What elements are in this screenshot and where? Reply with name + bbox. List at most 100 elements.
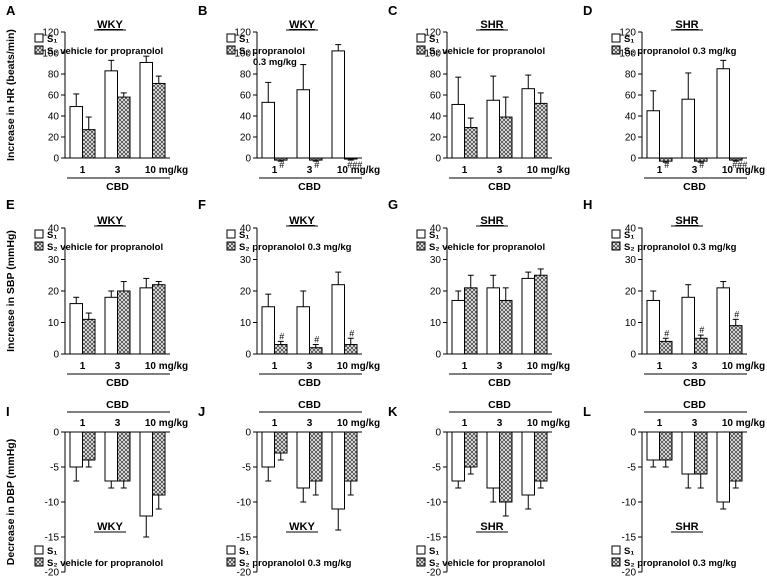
- bar-s2-propranolol-0-3-mg-kg-2: [694, 431, 708, 475]
- x-category-label: 10 mg/kg: [337, 361, 380, 372]
- panel-letter: E: [6, 197, 15, 212]
- bar-s2-vehicle-for-propranolol-3: [152, 284, 166, 355]
- bar-s1-3: [139, 431, 153, 517]
- strain-title: WKY: [97, 215, 123, 227]
- x-category-label: 1: [272, 418, 278, 429]
- legend-label: S₁: [624, 230, 634, 241]
- legend-label: S₁: [429, 546, 439, 557]
- y-tick-label: 40: [48, 112, 60, 123]
- strain-title: WKY: [97, 521, 123, 533]
- bar-s2-propranolol-0-3-mg-kg-3: [729, 325, 743, 355]
- y-axis-title: Increase in HR (beats/min): [5, 29, 17, 161]
- x-category-label: 10 mg/kg: [527, 361, 570, 372]
- significance-mark: #: [699, 160, 704, 170]
- x-category-label: 3: [497, 361, 503, 372]
- panel-letter: F: [198, 197, 206, 212]
- x-category-label: 10 mg/kg: [722, 361, 765, 372]
- x-category-label: 10 mg/kg: [337, 165, 380, 176]
- y-tick-label: 100: [424, 49, 441, 60]
- legend-label: S₂ vehicle for propranolol: [47, 46, 163, 57]
- significance-mark: #: [664, 160, 669, 170]
- y-tick-label: 10: [48, 318, 60, 329]
- bar-s1-2: [486, 99, 500, 159]
- legend-swatch: [416, 557, 426, 567]
- y-tick-label: -15: [45, 533, 60, 544]
- bar-s1-1: [646, 431, 660, 461]
- strain-title: SHR: [480, 521, 503, 533]
- y-tick-label: 60: [240, 91, 252, 102]
- y-tick-label: 30: [430, 255, 442, 266]
- y-tick-label: 20: [430, 133, 442, 144]
- legend-label: S₁: [239, 546, 249, 557]
- legend-swatch: [416, 545, 426, 555]
- legend-label: S₂ propranolol 0.3 mg/kg: [624, 242, 737, 253]
- legend-label: S₂ propranolol 0.3 mg/kg: [239, 242, 352, 253]
- bar-s2-vehicle-for-propranolol-1: [464, 127, 478, 159]
- bar-s1-1: [451, 299, 465, 355]
- y-axis-title: Decrease in DBP (mmHg): [5, 439, 17, 565]
- x-group-label: CBD: [298, 377, 321, 389]
- bar-s2-vehicle-for-propranolol-2: [499, 299, 513, 355]
- legend-label: S₂ propranolol 0.3 mg/kg: [239, 558, 352, 569]
- x-category-label: 3: [307, 165, 313, 176]
- bar-s1-1: [451, 103, 465, 159]
- y-tick-label: 10: [625, 318, 637, 329]
- legend-swatch: [416, 229, 426, 239]
- x-category-label: 3: [692, 165, 698, 176]
- bar-s1-3: [521, 88, 535, 159]
- bar-s2-vehicle-for-propranolol-3: [534, 274, 548, 355]
- y-tick-label: 20: [240, 287, 252, 298]
- x-category-label: 1: [80, 418, 86, 429]
- y-tick-label: 0: [245, 350, 251, 361]
- y-tick-label: -15: [427, 533, 442, 544]
- bar-s2-propranolol-0-3-mg-kg-1: [274, 431, 288, 454]
- legend-swatch: [34, 241, 44, 251]
- bar-s2-vehicle-for-propranolol-1: [82, 431, 96, 461]
- x-group-label: CBD: [106, 377, 129, 389]
- significance-mark: #: [699, 325, 704, 335]
- y-tick-label: 30: [240, 255, 252, 266]
- legend-swatch: [226, 557, 236, 567]
- bar-s1-2: [296, 306, 310, 355]
- significance-mark: ###: [347, 160, 362, 170]
- y-tick-label: 60: [48, 91, 60, 102]
- x-category-label: 3: [307, 418, 313, 429]
- bar-s1-2: [681, 296, 695, 355]
- panel-letter: K: [388, 404, 398, 419]
- legend-swatch: [611, 229, 621, 239]
- y-tick-label: 0: [630, 154, 636, 165]
- significance-mark: #: [314, 335, 319, 345]
- bar-s2-vehicle-for-propranolol-2: [117, 431, 131, 482]
- y-tick-label: 20: [240, 133, 252, 144]
- legend-swatch: [611, 557, 621, 567]
- x-category-label: 1: [272, 361, 278, 372]
- x-group-label: CBD: [683, 399, 706, 411]
- x-category-label: 10 mg/kg: [145, 361, 188, 372]
- significance-mark: ###: [732, 160, 747, 170]
- y-tick-label: 40: [625, 112, 637, 123]
- y-tick-label: 60: [625, 91, 637, 102]
- y-tick-label: 60: [430, 91, 442, 102]
- bar-s2-propranolol-0-3-mg-kg-3: [344, 157, 358, 160]
- strain-title: SHR: [675, 215, 698, 227]
- bar-s2-propranolol-0-3-mg-kg-2: [309, 431, 323, 482]
- x-group-label: CBD: [683, 377, 706, 389]
- x-group-label: CBD: [488, 377, 511, 389]
- legend-label: S₁: [47, 34, 57, 45]
- x-category-label: 1: [462, 361, 468, 372]
- x-category-label: 1: [462, 418, 468, 429]
- bar-s2-vehicle-for-propranolol-1: [82, 318, 96, 355]
- y-tick-label: -15: [237, 533, 252, 544]
- y-tick-label: 0: [435, 428, 441, 439]
- y-tick-label: -5: [242, 463, 251, 474]
- legend-label: S₂ vehicle for propranolol: [47, 558, 163, 569]
- bar-s2-vehicle-for-propranolol-1: [82, 129, 96, 159]
- x-group-label: CBD: [106, 181, 129, 193]
- bar-s1-3: [521, 431, 535, 496]
